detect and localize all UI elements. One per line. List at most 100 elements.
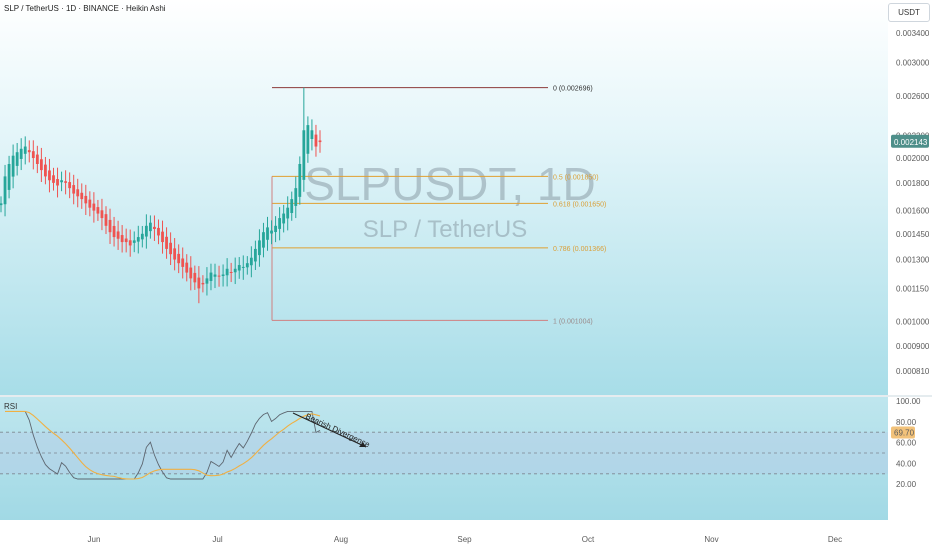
candle-body xyxy=(72,185,76,194)
watermark-name: SLP / TetherUS xyxy=(363,216,528,243)
candle-body xyxy=(3,176,7,205)
candle-body xyxy=(274,225,277,233)
time-axis: Jun Jul Aug Sep Oct Nov Dec xyxy=(0,520,932,550)
candle-body xyxy=(64,181,68,183)
candle-body xyxy=(136,237,140,242)
candle-body xyxy=(169,242,172,255)
price-tick-label: 0.003000 xyxy=(896,58,930,67)
candle-body xyxy=(221,274,225,277)
watermark-symbol: SLPUSDT, 1D xyxy=(304,158,595,210)
rsi-axis: 100.00 80.00 60.00 40.00 20.00 69.70 xyxy=(891,397,921,489)
candle-body xyxy=(31,151,35,159)
candle-body xyxy=(306,125,310,154)
candle-body xyxy=(282,213,286,224)
candle-body xyxy=(237,265,241,271)
rsi-value-label: 69.70 xyxy=(894,429,915,438)
candle-body xyxy=(96,207,100,214)
candle-body xyxy=(173,248,177,260)
candle-body xyxy=(0,203,3,206)
candle-body xyxy=(165,236,168,249)
candle-body xyxy=(262,232,265,248)
rsi-tick-label: 60.00 xyxy=(896,439,917,448)
fib-level-label: 0.618 (0.001650) xyxy=(553,201,606,208)
time-tick-label: Dec xyxy=(828,535,842,544)
fib-level-label: 0.786 (0.001366) xyxy=(553,246,606,253)
candle-body xyxy=(177,253,181,264)
time-tick-label: Sep xyxy=(457,535,472,544)
price-tick-label: 0.000810 xyxy=(896,367,930,376)
candle-body xyxy=(229,271,233,273)
price-tick-label: 0.001600 xyxy=(896,207,930,216)
candle-body xyxy=(132,240,136,243)
time-tick-label: Jul xyxy=(212,535,222,544)
rsi-tick-label: 80.00 xyxy=(896,418,917,427)
main-pane-background xyxy=(0,0,888,396)
price-tick-label: 0.002000 xyxy=(896,154,930,163)
candle-body xyxy=(128,240,132,246)
rsi-tick-label: 100.00 xyxy=(896,397,921,406)
candle-body xyxy=(104,214,108,226)
currency-unit-button[interactable]: USDT xyxy=(888,3,930,22)
watermark: SLPUSDT, 1D SLP / TetherUS xyxy=(304,158,595,243)
candle-body xyxy=(266,227,269,240)
rsi-pane-background xyxy=(0,396,888,520)
time-tick-label: Oct xyxy=(582,535,595,544)
candle-body xyxy=(253,248,257,262)
candle-body xyxy=(193,272,197,283)
candle-body xyxy=(189,267,193,279)
candle-body xyxy=(270,230,273,234)
price-tick-label: 0.001150 xyxy=(896,284,929,293)
candle-body xyxy=(27,150,31,153)
divergence-arrow xyxy=(292,412,367,448)
candle-body xyxy=(153,226,156,229)
candle-body xyxy=(241,266,245,268)
fib-level-label: 0 (0.002696) xyxy=(553,86,593,93)
price-axis: 0.0034000.0030000.0026000.0022000.002000… xyxy=(891,29,930,376)
candle-body xyxy=(108,219,112,233)
candle-body xyxy=(120,235,124,243)
chart-title: SLP / TetherUS · 1D · BINANCE · Heikin A… xyxy=(4,4,166,13)
candle-body xyxy=(39,159,43,171)
candle-body xyxy=(140,233,144,240)
candle-body xyxy=(11,155,15,177)
time-tick-label: Nov xyxy=(704,535,718,544)
candle-body xyxy=(290,199,294,214)
fib-level-label: 1 (0.001004) xyxy=(553,318,593,325)
candle-body xyxy=(80,192,84,200)
candle-body xyxy=(278,218,282,229)
candle-body xyxy=(44,164,47,177)
candle-body xyxy=(149,222,152,232)
candle-body xyxy=(298,163,302,197)
candle-body xyxy=(314,134,318,147)
candle-body xyxy=(23,146,27,154)
candle-body xyxy=(249,257,253,266)
candle-body xyxy=(213,274,217,277)
price-tick-label: 0.003400 xyxy=(896,29,930,38)
price-tick-label: 0.000900 xyxy=(896,342,930,351)
candle-body xyxy=(112,225,116,238)
price-tick-label: 0.001000 xyxy=(896,317,930,326)
candle-body xyxy=(185,262,189,273)
candle-body xyxy=(245,263,249,268)
candle-body xyxy=(144,225,148,237)
candle-body xyxy=(201,282,205,285)
candle-body xyxy=(205,278,209,284)
candle-body xyxy=(52,175,55,183)
candle-body xyxy=(233,268,237,273)
rsi-line xyxy=(5,410,321,480)
candles xyxy=(0,87,322,304)
candle-body xyxy=(56,179,59,186)
candle-body xyxy=(68,182,72,189)
candle-body xyxy=(100,210,104,219)
price-tick-label: 0.001800 xyxy=(896,179,930,188)
rsi-tick-label: 40.00 xyxy=(896,459,917,468)
candle-body xyxy=(209,272,213,282)
rsi-tick-label: 20.00 xyxy=(896,480,917,489)
price-tick-label: 0.001450 xyxy=(896,230,930,239)
candle-body xyxy=(124,238,128,243)
rsi-indicator xyxy=(0,410,888,480)
candle-body xyxy=(294,188,298,206)
candle-body xyxy=(258,240,261,256)
